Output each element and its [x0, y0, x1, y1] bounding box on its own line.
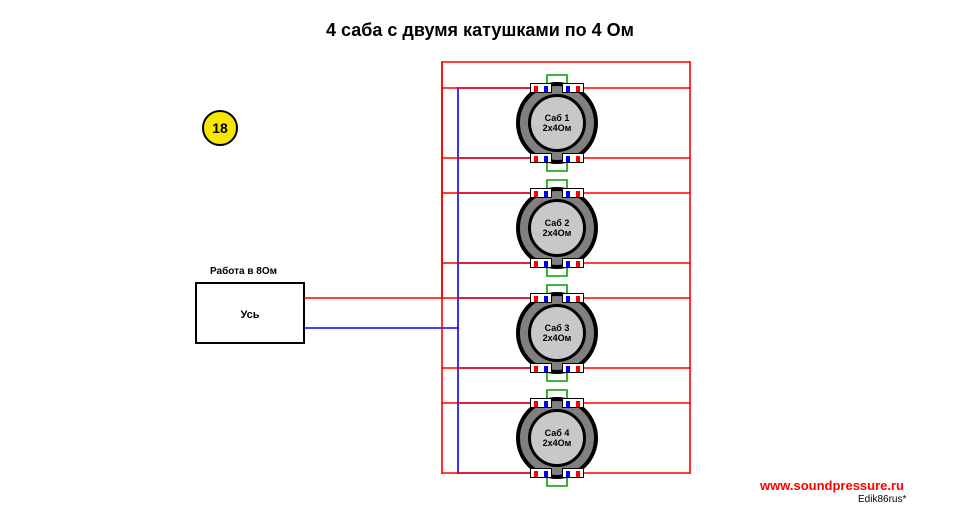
- terminal-1-bl: [530, 153, 552, 163]
- speaker-label-2: Саб 22х4Ом: [520, 218, 594, 239]
- terminal-4-br: [562, 468, 584, 478]
- amplifier-box: Усь: [195, 282, 305, 344]
- diagram-stage: 4 саба с двумя катушками по 4 Ом 18 Рабо…: [0, 0, 960, 525]
- terminal-4-bl: [530, 468, 552, 478]
- speaker-1: Саб 12х4Ом: [516, 82, 598, 164]
- diagram-number-badge: 18: [202, 110, 238, 146]
- terminal-1-br: [562, 153, 584, 163]
- terminal-2-br: [562, 258, 584, 268]
- terminal-3-tr: [562, 293, 584, 303]
- speaker-label-4: Саб 42х4Ом: [520, 428, 594, 449]
- terminal-4-tr: [562, 398, 584, 408]
- author-credit: Edik86rus*: [858, 494, 906, 505]
- terminal-3-br: [562, 363, 584, 373]
- terminal-4-tl: [530, 398, 552, 408]
- amplifier-box-text: Усь: [240, 284, 259, 346]
- terminal-3-tl: [530, 293, 552, 303]
- terminal-2-tl: [530, 188, 552, 198]
- speaker-2: Саб 22х4Ом: [516, 187, 598, 269]
- speaker-label-1: Саб 12х4Ом: [520, 113, 594, 134]
- diagram-title: 4 саба с двумя катушками по 4 Ом: [0, 20, 960, 41]
- speaker-label-3: Саб 32х4Ом: [520, 323, 594, 344]
- source-url: www.soundpressure.ru: [760, 478, 904, 493]
- terminal-1-tl: [530, 83, 552, 93]
- terminal-2-tr: [562, 188, 584, 198]
- speaker-4: Саб 42х4Ом: [516, 397, 598, 479]
- terminal-2-bl: [530, 258, 552, 268]
- wiring-layer: [0, 0, 960, 525]
- amp-mode-label: Работа в 8Ом: [210, 266, 277, 277]
- terminal-1-tr: [562, 83, 584, 93]
- terminal-3-bl: [530, 363, 552, 373]
- speaker-3: Саб 32х4Ом: [516, 292, 598, 374]
- diagram-number-badge-text: 18: [212, 120, 228, 136]
